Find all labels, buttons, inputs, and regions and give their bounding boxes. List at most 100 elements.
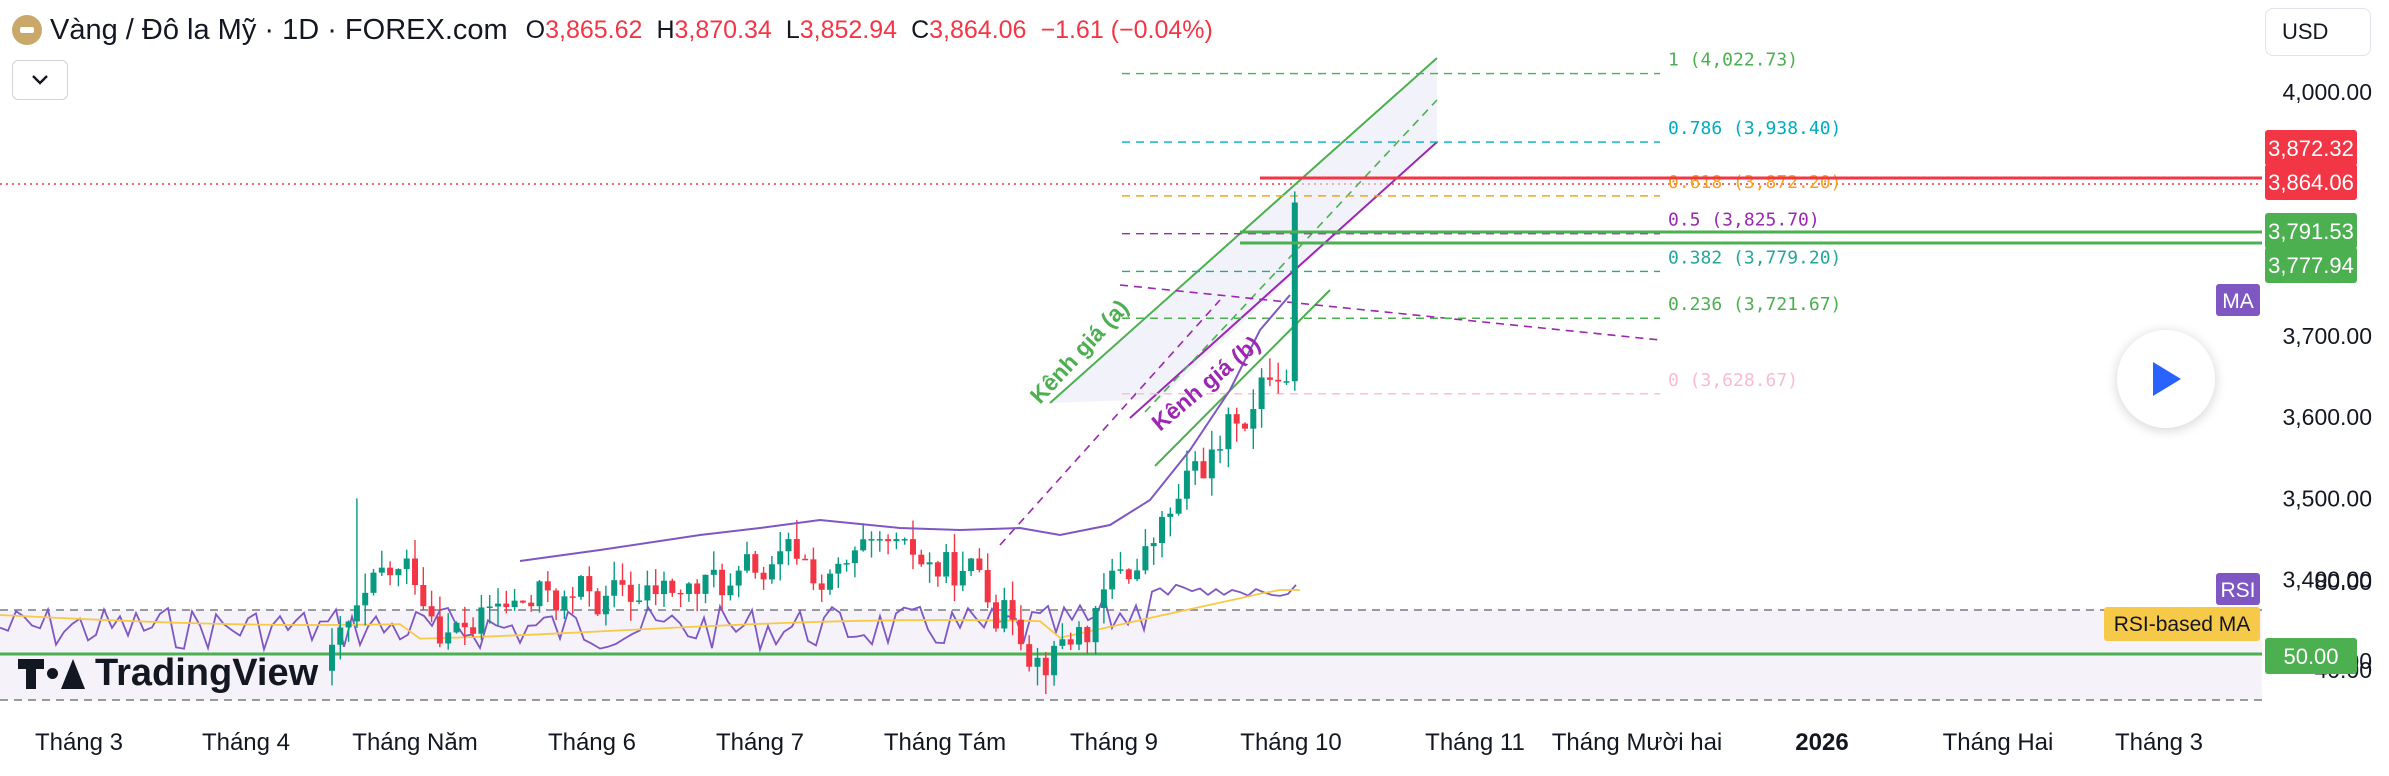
candle-body — [885, 539, 892, 542]
price-tag-box — [2265, 213, 2357, 249]
fib-label-0: 0 (3,628.67) — [1668, 370, 1798, 391]
candle-body — [1159, 516, 1165, 544]
x-tick-label: Tháng 9 — [1070, 729, 1158, 756]
open-value: 3,865.62 — [545, 15, 643, 44]
rsi-badge — [2216, 573, 2260, 605]
y-tick-label: 3,500.00 — [2282, 485, 2372, 511]
fib-label-0.236: 0.236 (3,721.67) — [1668, 294, 1841, 315]
x-tick-label: Tháng 3 — [2115, 729, 2203, 756]
play-button[interactable] — [2117, 330, 2215, 428]
candle-body — [744, 554, 750, 571]
candle-body — [495, 603, 501, 607]
fib-label-0.618: 0.618 (3,872.20) — [1668, 172, 1841, 193]
candle-body — [868, 539, 875, 541]
candle-body — [1042, 657, 1049, 676]
x-tick-label: Tháng Tám — [884, 729, 1006, 756]
candle-body — [1217, 449, 1224, 451]
change-value: −1.61 (−0.04%) — [1040, 15, 1213, 44]
candle-body — [602, 595, 609, 615]
candle-body — [370, 572, 377, 593]
candle-body — [644, 585, 651, 601]
high-value: 3,870.34 — [674, 15, 772, 44]
price-tag-label: 3,791.53 — [2268, 219, 2354, 244]
collapse-legend-button[interactable] — [12, 60, 68, 100]
candle-body — [1084, 627, 1091, 643]
candle-body — [1051, 645, 1058, 676]
x-tick-label: 2026 — [1795, 729, 1848, 756]
price-tag-label: 3,864.06 — [2268, 170, 2354, 195]
rsi-badge-label: RSI — [2220, 579, 2255, 602]
close-label: C — [911, 15, 930, 44]
candle-body — [1258, 377, 1265, 410]
candle-body — [827, 573, 833, 590]
candle-body — [976, 558, 983, 571]
channel-green-lower — [1154, 289, 1331, 467]
fib-label-0.382: 0.382 (3,779.20) — [1668, 247, 1841, 268]
low-value: 3,852.94 — [799, 15, 898, 44]
rsi-value-tag — [2265, 638, 2357, 674]
candle-body — [470, 627, 477, 634]
rsi-ma-tag — [2104, 607, 2260, 641]
y-tick-label: 3,700.00 — [2282, 323, 2372, 349]
candle-body — [553, 590, 560, 611]
candle-body — [735, 570, 742, 586]
ma-badge — [2216, 284, 2260, 316]
candle-body — [453, 622, 460, 633]
symbol-title[interactable]: Vàng / Đô la Mỹ · 1D · FOREX.com — [50, 13, 508, 46]
candle-body — [544, 581, 551, 591]
fib-label-1: 1 (4,022.73) — [1668, 50, 1798, 71]
y-tick-label: 3,400.00 — [2282, 567, 2372, 593]
candle-body — [851, 550, 858, 564]
channel-mid-dashed — [1144, 99, 1438, 413]
price-tag-label: 3,872.32 — [2268, 136, 2354, 161]
candle-body — [1134, 570, 1141, 580]
x-tick-label: Tháng 3 — [35, 729, 123, 756]
tradingview-logo-icon — [18, 658, 85, 689]
candle-body — [1242, 423, 1248, 429]
x-tick-label: Tháng 6 — [548, 729, 636, 756]
candle-body — [428, 606, 435, 617]
candle-body — [1109, 570, 1116, 590]
currency-selector[interactable]: USD — [2265, 8, 2371, 56]
y-tick-label: 3,600.00 — [2282, 404, 2372, 430]
x-tick-label: Tháng 11 — [1425, 729, 1525, 756]
candle-body — [1059, 639, 1066, 646]
candle-body — [461, 622, 468, 628]
candle-body — [752, 554, 759, 573]
candle-body — [694, 583, 701, 594]
candle-body — [536, 581, 543, 607]
candle-body — [835, 563, 842, 574]
channel-base-dashed — [1119, 284, 1661, 341]
rsi-value-label: 50.00 — [2283, 644, 2338, 669]
candle-body — [578, 576, 584, 597]
tradingview-logo[interactable]: TradingView — [18, 652, 318, 695]
candle-body — [710, 569, 717, 575]
y-tick-label: 4,000.00 — [2282, 79, 2372, 105]
candle-body — [1009, 600, 1016, 620]
candle-body — [1026, 644, 1033, 667]
candle-body — [387, 567, 394, 576]
candle-body — [802, 558, 809, 561]
candle-body — [1142, 546, 1149, 571]
x-tick-label: Tháng 10 — [1240, 729, 1341, 756]
rsi-axis-label: 80.00 — [2314, 569, 2372, 595]
candle-body — [1266, 377, 1273, 380]
candle-body — [968, 558, 975, 571]
candle-body — [486, 606, 493, 608]
candle-body — [893, 539, 900, 542]
candle-body — [1001, 600, 1008, 629]
play-icon — [2153, 362, 2181, 396]
candle-body — [1150, 543, 1157, 547]
ma-badge-label: MA — [2222, 290, 2254, 313]
candle-body — [1200, 461, 1207, 479]
fib-label-0.5: 0.5 (3,825.70) — [1668, 210, 1820, 231]
candle-body — [793, 539, 800, 559]
candle-body — [1183, 470, 1190, 499]
candle-body — [727, 585, 734, 596]
price-tag-box — [2265, 247, 2357, 283]
rsi-ma-tag-label: RSI-based MA — [2114, 613, 2251, 636]
candle-body — [636, 600, 643, 602]
candle-body — [511, 600, 518, 608]
candle-body — [378, 567, 385, 573]
